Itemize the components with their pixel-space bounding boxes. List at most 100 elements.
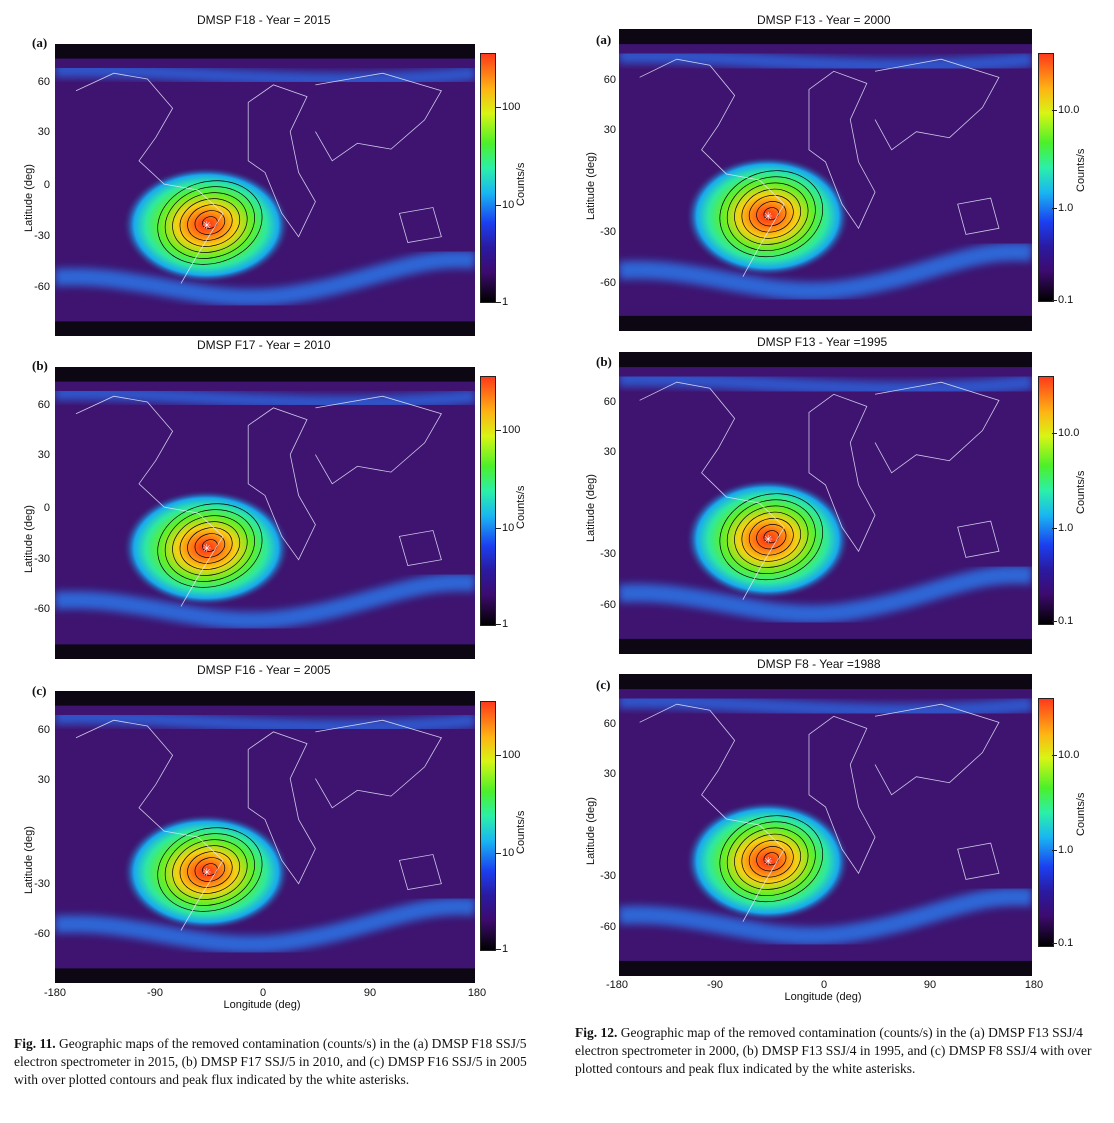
flux-contour bbox=[157, 180, 263, 265]
y-axis-label: Latitude (deg) bbox=[585, 474, 597, 542]
flux-contour bbox=[202, 216, 218, 229]
flux-contour bbox=[756, 524, 787, 550]
saa-anomaly bbox=[122, 166, 291, 284]
colorbar-tick: 10 bbox=[495, 199, 515, 211]
x-tick: 90 bbox=[923, 979, 937, 991]
y-tick: -30 bbox=[34, 230, 50, 242]
y-tick: 30 bbox=[37, 774, 50, 786]
colorbar-label: Counts/s bbox=[1075, 792, 1087, 836]
y-axis-label: Latitude (deg) bbox=[585, 797, 597, 865]
south-aurora-band bbox=[619, 887, 1032, 946]
y-tick: 0 bbox=[43, 502, 50, 514]
map-heatmap: ✳ bbox=[619, 352, 1032, 654]
x-tick: 0 bbox=[820, 979, 828, 991]
flux-contour bbox=[194, 533, 226, 558]
map-heatmap: ✳ bbox=[55, 367, 475, 659]
colorbar-tick: 1 bbox=[495, 943, 509, 955]
flux-contour bbox=[194, 857, 226, 882]
colorbar-tick: 1.0 bbox=[1051, 522, 1074, 534]
panel-letter: (a) bbox=[596, 32, 612, 47]
y-axis-label: Latitude (deg) bbox=[585, 152, 597, 220]
north-aurora-band bbox=[619, 693, 1032, 719]
x-tick: -180 bbox=[43, 987, 67, 999]
map-heatmap: ✳ bbox=[619, 29, 1032, 331]
y-tick: 30 bbox=[603, 124, 616, 136]
panel-title: DMSP F16 - Year = 2005 bbox=[197, 663, 331, 677]
y-tick: -60 bbox=[34, 928, 50, 940]
flux-contour bbox=[719, 170, 824, 258]
saa-anomaly bbox=[685, 155, 851, 277]
panel-title: DMSP F8 - Year =1988 bbox=[757, 657, 881, 671]
colorbar-label: Counts/s bbox=[515, 162, 527, 206]
colorbar-tick: 10 bbox=[495, 522, 515, 534]
flux-contour bbox=[202, 863, 218, 876]
flux-contour bbox=[763, 207, 779, 221]
flux-contour bbox=[719, 493, 824, 581]
y-tick: -30 bbox=[600, 548, 616, 560]
north-aurora-band bbox=[619, 48, 1032, 74]
colorbar-label: Counts/s bbox=[1075, 470, 1087, 514]
north-aurora-band bbox=[55, 709, 475, 735]
flux-contour bbox=[157, 503, 263, 588]
y-tick: -60 bbox=[600, 599, 616, 611]
x-axis-label: Longitude (deg) bbox=[784, 991, 862, 1003]
flux-contour bbox=[179, 198, 241, 247]
x-tick: -180 bbox=[605, 979, 629, 991]
x-tick: 180 bbox=[467, 987, 487, 999]
colorbar bbox=[1038, 376, 1054, 625]
caption-label: Fig. 12. bbox=[575, 1025, 618, 1040]
flux-contour bbox=[734, 505, 809, 568]
y-tick: -30 bbox=[600, 226, 616, 238]
flux-contour bbox=[756, 846, 787, 872]
flux-contour bbox=[187, 527, 233, 564]
flux-contour bbox=[748, 517, 794, 556]
flux-contour bbox=[726, 499, 816, 574]
heatmap-canvas: ✳ bbox=[619, 674, 1032, 976]
panel-letter: (c) bbox=[32, 683, 47, 698]
heatmap-canvas: ✳ bbox=[55, 367, 475, 659]
y-tick: -30 bbox=[34, 878, 50, 890]
colorbar-tick: 100 bbox=[495, 749, 521, 761]
colorbar bbox=[1038, 53, 1054, 302]
flux-contour bbox=[763, 852, 779, 866]
colorbar bbox=[480, 376, 496, 626]
x-tick: 0 bbox=[259, 987, 267, 999]
y-tick: 30 bbox=[603, 446, 616, 458]
flux-contour bbox=[741, 511, 802, 562]
x-tick: -90 bbox=[147, 987, 163, 999]
y-tick: -60 bbox=[34, 603, 50, 615]
y-tick: 30 bbox=[37, 126, 50, 138]
flux-contour bbox=[748, 194, 794, 233]
y-axis-label: Latitude (deg) bbox=[23, 164, 35, 232]
map-heatmap: ✳ bbox=[619, 674, 1032, 976]
y-tick: 60 bbox=[37, 76, 50, 88]
colorbar-tick: 0.1 bbox=[1051, 294, 1074, 306]
y-tick: -60 bbox=[600, 277, 616, 289]
peak-asterisk: ✳ bbox=[764, 210, 773, 223]
flux-contour bbox=[734, 182, 809, 245]
panel-title: DMSP F17 - Year = 2010 bbox=[197, 338, 331, 352]
flux-contour bbox=[726, 821, 816, 896]
coastline bbox=[639, 58, 1000, 277]
panel-title: DMSP F18 - Year = 2015 bbox=[197, 13, 331, 27]
coastline bbox=[639, 381, 1000, 600]
flux-contour bbox=[187, 204, 233, 241]
colorbar bbox=[480, 701, 496, 951]
figure-caption: Fig. 11. Geographic maps of the removed … bbox=[14, 1035, 539, 1089]
colorbar bbox=[1038, 698, 1054, 947]
coastline bbox=[639, 703, 1000, 922]
flux-contour bbox=[734, 827, 809, 890]
y-tick: 60 bbox=[603, 718, 616, 730]
colorbar-tick: 1.0 bbox=[1051, 844, 1074, 856]
caption-text: Geographic map of the removed contaminat… bbox=[575, 1025, 1092, 1076]
flux-contour bbox=[756, 201, 787, 227]
panel-letter: (a) bbox=[32, 35, 48, 50]
north-aurora-band bbox=[55, 385, 475, 411]
north-aurora-band bbox=[55, 62, 475, 88]
flux-contour bbox=[741, 833, 802, 884]
y-tick: 60 bbox=[37, 399, 50, 411]
y-tick: 30 bbox=[37, 449, 50, 461]
south-aurora-band bbox=[55, 250, 475, 307]
peak-asterisk: ✳ bbox=[202, 866, 211, 879]
coastline bbox=[75, 72, 442, 284]
